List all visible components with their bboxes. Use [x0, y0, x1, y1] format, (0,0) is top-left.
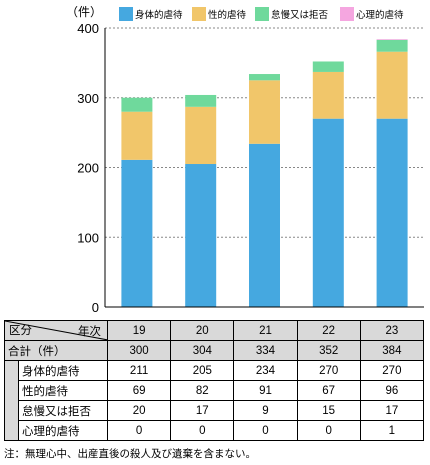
table-cell: 96	[359, 380, 425, 401]
table-row-sexual: 性的虐待 69 82 91 67 96	[4, 380, 425, 401]
table-cell: 270	[359, 360, 425, 381]
bar-segment-22-s1	[312, 71, 344, 119]
bar-segment-21-s2	[249, 74, 280, 81]
table-cell: 0	[106, 420, 172, 441]
bar-segment-21-s0	[249, 143, 280, 307]
legend-item-sexual: 性的虐待	[192, 7, 247, 21]
table-row-total: 合計（件） 300 304 334 352 384	[4, 340, 425, 361]
bars	[121, 39, 408, 307]
table-cell: 270	[296, 360, 361, 381]
year-header: 23	[359, 320, 425, 341]
y-tick-label: 0	[92, 300, 99, 315]
bar-segment-23-s3	[376, 39, 408, 40]
legend-item-physical: 身体的虐待	[119, 7, 183, 21]
year-header: 20	[170, 320, 235, 341]
table-cell: 17	[170, 400, 235, 421]
bar-segment-23-s0	[376, 118, 408, 307]
bar-segment-20-s1	[185, 106, 217, 165]
year-header: 19	[106, 320, 172, 341]
y-axis-ticks: 0 100 200 300 400	[77, 21, 99, 315]
corner-category-label: 区分	[9, 325, 32, 337]
gridlines	[105, 27, 424, 238]
data-table: 年次 区分 19 20 21 22 23 合計（件） 300 304 334 3…	[4, 320, 425, 441]
bar-segment-19-s2	[121, 97, 153, 112]
table-cell: 234	[233, 360, 298, 381]
bar-segment-19-s1	[121, 111, 153, 160]
table-header-row: 年次 区分 19 20 21 22 23	[4, 320, 425, 341]
indent-cell	[4, 360, 19, 381]
table-cell: 69	[106, 380, 172, 401]
row-label: 性的虐待	[18, 380, 108, 401]
table-row-neglect: 怠慢又は拒否 20 17 9 15 17	[4, 400, 425, 421]
footnote: 注：無理心中、出産直後の殺人及び遺棄を含まない。	[4, 448, 256, 460]
bar-segment-23-s2	[376, 39, 408, 52]
corner-diagonal	[5, 321, 107, 340]
table-cell: 205	[170, 360, 235, 381]
legend-label-psychological: 心理的虐待	[356, 9, 404, 21]
stacked-bar-chart: （件） 身体的虐待 性的虐待 怠慢又は拒否 心理的虐待 0 100 200 300 40…	[66, 5, 424, 315]
indent-cell	[4, 400, 19, 421]
table-cell: 17	[359, 400, 425, 421]
cell-total: 300	[106, 340, 172, 361]
table-cell: 15	[296, 400, 361, 421]
bar-segment-21-s1	[249, 80, 280, 144]
bar-segment-22-s2	[312, 61, 344, 72]
indent-cell	[4, 420, 19, 441]
legend-swatch-sexual	[192, 7, 206, 21]
legend-item-psychological: 心理的虐待	[340, 7, 404, 21]
legend: 身体的虐待 性的虐待 怠慢又は拒否 心理的虐待	[119, 7, 404, 21]
cell-total: 304	[170, 340, 235, 361]
table-cell: 67	[296, 380, 361, 401]
table-cell: 82	[170, 380, 235, 401]
table-cell: 211	[106, 360, 172, 381]
row-label: 身体的虐待	[18, 360, 108, 381]
bar-segment-22-s0	[312, 118, 344, 307]
legend-label-sexual: 性的虐待	[208, 9, 247, 21]
row-label: 心理的虐待	[18, 420, 108, 441]
cell-total: 384	[359, 340, 425, 361]
bar-segment-19-s0	[121, 159, 153, 307]
table-cell: 91	[233, 380, 298, 401]
table-row-physical: 身体的虐待 211 205 234 270 270	[4, 360, 425, 381]
row-label: 怠慢又は拒否	[18, 400, 108, 421]
y-tick-label: 200	[77, 161, 99, 176]
legend-swatch-physical	[119, 7, 133, 21]
table-row-psychological: 心理的虐待 0 0 0 0 1	[4, 420, 425, 441]
y-tick-label: 100	[77, 230, 99, 245]
cell-total: 334	[233, 340, 298, 361]
bar-segment-20-s2	[185, 94, 217, 107]
table-cell: 0	[170, 420, 235, 441]
y-tick-label: 400	[77, 21, 99, 36]
legend-label-physical: 身体的虐待	[135, 9, 183, 21]
table-cell: 1	[359, 420, 425, 441]
cell-total: 352	[296, 340, 361, 361]
row-label-total: 合計（件）	[4, 340, 108, 361]
legend-item-neglect: 怠慢又は拒否	[255, 7, 329, 21]
year-header: 22	[296, 320, 361, 341]
y-axis-unit-label: （件）	[66, 5, 102, 19]
bar-segment-23-s1	[376, 51, 408, 119]
bar-segment-20-s0	[185, 164, 217, 307]
legend-swatch-psychological	[340, 7, 354, 21]
table-cell: 0	[296, 420, 361, 441]
year-header: 21	[233, 320, 298, 341]
legend-swatch-neglect	[255, 7, 269, 21]
legend-label-neglect: 怠慢又は拒否	[271, 9, 329, 21]
table-cell: 0	[233, 420, 298, 441]
table-corner-cell: 年次 区分	[4, 320, 108, 341]
corner-year-label: 年次	[78, 326, 101, 338]
indent-cell	[4, 380, 19, 401]
y-tick-label: 300	[77, 91, 99, 106]
table-cell: 20	[106, 400, 172, 421]
table-cell: 9	[233, 400, 298, 421]
